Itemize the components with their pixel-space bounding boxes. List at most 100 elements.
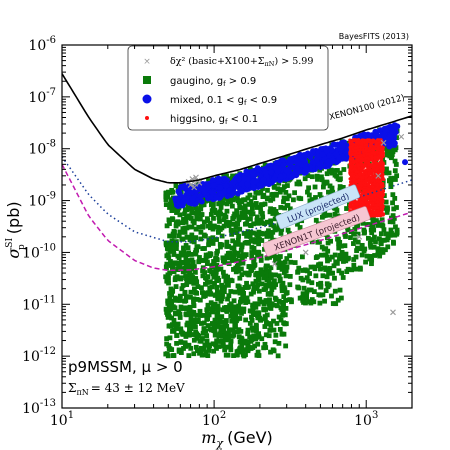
gaugino-point — [197, 297, 203, 303]
gaugino-point — [279, 307, 285, 312]
gaugino-point — [212, 317, 218, 323]
higgsino-point — [348, 150, 352, 154]
gaugino-point — [214, 346, 219, 351]
gaugino-point — [183, 219, 189, 225]
mixed-point — [265, 181, 272, 188]
gaugino-point — [324, 281, 330, 287]
gaugino-point — [238, 306, 243, 312]
gaugino-point — [188, 252, 194, 257]
gaugino-point — [363, 259, 369, 265]
gaugino-point — [288, 297, 294, 303]
gaugino-point — [372, 234, 377, 240]
gaugino-point — [230, 238, 236, 244]
gaugino-point — [279, 260, 285, 266]
gaugino-point — [233, 266, 238, 272]
gaugino-point — [252, 239, 258, 245]
gaugino-point — [181, 216, 186, 222]
gaugino-point — [224, 323, 230, 329]
gaugino-point — [225, 274, 230, 280]
gaugino-point — [216, 338, 222, 344]
gaugino-point — [269, 301, 275, 307]
gaugino-point — [369, 230, 375, 236]
gaugino-point — [325, 258, 330, 264]
mixed-point — [189, 196, 196, 203]
gaugino-point — [242, 284, 248, 290]
gaugino-point — [281, 199, 286, 205]
higgsino-point — [369, 188, 373, 192]
mixed-point — [213, 194, 220, 201]
gaugino-point — [225, 296, 230, 302]
gaugino-point — [250, 311, 256, 317]
gaugino-point — [321, 246, 327, 252]
gaugino-point — [281, 294, 287, 299]
gaugino-point — [360, 220, 366, 226]
gaugino-point — [189, 206, 194, 212]
gaugino-point — [191, 351, 197, 357]
higgsino-point — [361, 181, 365, 185]
gaugino-point — [219, 225, 225, 231]
gaugino-point — [184, 282, 190, 288]
gaugino-point — [323, 267, 329, 272]
gaugino-point — [204, 333, 210, 339]
gaugino-point — [278, 205, 284, 210]
gaugino-point — [187, 272, 193, 278]
gaugino-point — [317, 292, 323, 298]
gaugino-point — [180, 236, 186, 242]
gaugino-point — [231, 332, 237, 338]
higgsino-point — [349, 182, 353, 186]
gaugino-point — [243, 252, 249, 258]
gaugino-point — [248, 230, 254, 235]
gaugino-point — [205, 291, 210, 297]
higgsino-point — [356, 164, 360, 168]
gaugino-point — [248, 223, 254, 229]
gaugino-point — [187, 269, 193, 275]
gaugino-point — [198, 236, 204, 242]
gaugino-point — [387, 178, 392, 183]
higgsino-point — [376, 194, 381, 198]
gaugino-point — [340, 275, 346, 280]
gaugino-point — [319, 177, 325, 183]
higgsino-point — [361, 172, 366, 177]
gaugino-point — [285, 227, 291, 233]
legend-gaugino-sub: f — [223, 80, 226, 88]
gaugino-point — [186, 332, 192, 338]
gaugino-point — [166, 275, 171, 281]
gaugino-point — [390, 192, 396, 198]
gaugino-point — [178, 304, 184, 310]
gaugino-point — [337, 256, 342, 262]
mixed-point — [223, 183, 230, 190]
gaugino-point — [181, 249, 187, 255]
gaugino-point — [166, 303, 172, 309]
gaugino-point — [336, 268, 342, 274]
gaugino-point — [166, 343, 172, 348]
gaugino-point — [235, 237, 241, 243]
gaugino-point — [322, 210, 328, 215]
gaugino-point — [186, 224, 192, 230]
gaugino-point — [318, 261, 324, 267]
gaugino-point — [269, 287, 275, 292]
gaugino-point — [221, 324, 227, 329]
gaugino-point — [338, 295, 344, 301]
higgsino-point — [362, 163, 366, 167]
mixed-point — [210, 182, 217, 189]
gaugino-point — [266, 333, 272, 339]
gaugino-point — [258, 190, 264, 195]
gaugino-point — [173, 284, 179, 289]
gaugino-point — [327, 265, 333, 271]
gaugino-point — [318, 266, 323, 272]
higgsino-point — [366, 177, 371, 181]
gaugino-point — [351, 257, 357, 262]
higgsino-point — [377, 169, 381, 173]
gaugino-point — [224, 305, 229, 310]
gaugino-point — [364, 253, 370, 259]
higgsino-point — [360, 157, 365, 161]
gaugino-point — [361, 230, 367, 236]
gaugino-point — [249, 250, 255, 255]
gaugino-point — [164, 278, 170, 284]
higgsino-point — [362, 188, 366, 192]
gaugino-point — [256, 288, 262, 294]
gaugino-point — [392, 158, 398, 164]
higgsino-point — [351, 206, 355, 211]
gaugino-point — [229, 176, 235, 181]
gaugino-point — [207, 279, 213, 285]
